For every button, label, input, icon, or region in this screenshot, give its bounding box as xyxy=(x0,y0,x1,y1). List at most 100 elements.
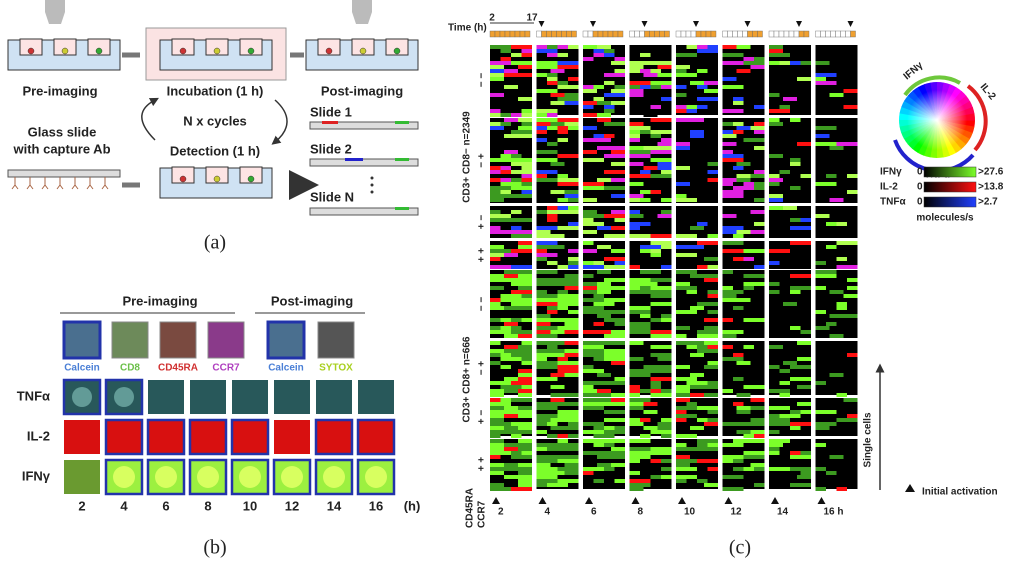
heatmap-cell xyxy=(722,443,744,447)
heatmap-cell xyxy=(736,69,751,73)
heatmap-cell xyxy=(547,447,558,451)
heatmap-cell xyxy=(557,73,568,77)
heatmap-cell xyxy=(815,422,837,426)
heatmap-cell xyxy=(743,422,765,426)
heatmap-cell xyxy=(676,385,690,389)
heatmap-cell xyxy=(836,306,847,310)
heatmap-cell xyxy=(536,261,547,265)
heatmap-cell xyxy=(583,310,604,314)
heatmap-cell xyxy=(690,393,704,397)
heatmap-cell xyxy=(490,278,511,282)
heatmap-cell xyxy=(650,134,661,138)
stain-image xyxy=(111,321,149,359)
heatmap-cell xyxy=(697,97,718,101)
heatmap-cell xyxy=(629,97,640,101)
spot xyxy=(155,466,177,488)
heatmap-cell xyxy=(697,418,708,422)
heatmap-cell xyxy=(629,451,651,455)
heatmap-cell xyxy=(611,77,625,81)
heatmap-cell xyxy=(583,274,594,278)
heatmap-cell xyxy=(521,166,532,170)
heatmap-cell xyxy=(754,81,765,85)
heatmap-cell xyxy=(657,357,672,361)
subgroup-label: − − xyxy=(477,73,488,88)
time-box xyxy=(768,30,775,38)
heatmap-cell xyxy=(843,294,858,298)
time-label: 4 xyxy=(120,498,128,513)
heatmap-cell xyxy=(557,130,568,134)
heatmap-cell xyxy=(511,326,522,330)
heatmap-cell xyxy=(583,249,597,253)
stain-label: Calcein xyxy=(64,363,100,374)
heatmap-cell xyxy=(583,345,604,349)
heatmap-cell xyxy=(518,345,532,349)
heatmap-cell xyxy=(536,126,547,130)
time-label: 8 xyxy=(204,498,211,513)
heatmap-cell xyxy=(511,190,522,194)
heatmap-cell xyxy=(733,357,744,361)
heatmap-cell xyxy=(650,451,672,455)
heatmap-cell xyxy=(536,302,558,306)
heatmap-cell xyxy=(754,467,765,471)
heatmap-cell xyxy=(550,426,565,430)
heatmap-cell xyxy=(583,330,597,334)
heatmap-cell xyxy=(583,406,604,410)
heatmap-cell xyxy=(629,471,640,475)
heatmap-cell xyxy=(676,93,687,97)
heatmap-cell xyxy=(604,109,615,113)
spot xyxy=(197,466,219,488)
heatmap-cell xyxy=(521,49,532,53)
heatmap-cell xyxy=(697,265,708,269)
heatmap-cell xyxy=(826,222,837,226)
heatmap-cell xyxy=(604,467,615,471)
time-range: 2 xyxy=(489,13,495,24)
heatmap-cell xyxy=(707,178,718,182)
heatmap-cell xyxy=(504,69,518,73)
heatmap-cell xyxy=(504,389,518,393)
heatmap-cell xyxy=(518,118,532,122)
heatmap-cell xyxy=(650,353,672,357)
heatmap-cell xyxy=(518,483,532,487)
heatmap-cell xyxy=(547,483,558,487)
heatmap-cell xyxy=(536,234,551,238)
heatmap-cell xyxy=(661,85,672,89)
heatmap-cell xyxy=(643,402,658,406)
heatmap-cell xyxy=(597,314,611,318)
heatmap-cell xyxy=(593,322,604,326)
heatmap-cell xyxy=(597,393,611,397)
heatmap-cell xyxy=(511,487,532,491)
heatmap-cell xyxy=(500,385,511,389)
heatmap-cell xyxy=(593,294,604,298)
heatmap-cell xyxy=(604,310,625,314)
heatmap-cell xyxy=(686,190,697,194)
heatmap-cell xyxy=(707,443,718,447)
heatmap-cell xyxy=(557,65,579,69)
heatmap-cell xyxy=(640,178,651,182)
heatmap-cell xyxy=(722,77,737,81)
heatmap-cell xyxy=(536,89,558,93)
heatmap-cell xyxy=(568,447,579,451)
cell-image xyxy=(316,380,352,414)
heatmap-cell xyxy=(754,434,765,438)
heatmap-cell xyxy=(754,182,765,186)
heatmap-cell xyxy=(511,257,522,261)
heatmap-cell xyxy=(640,389,651,393)
heatmap-cell xyxy=(583,471,594,475)
heatmap-cell xyxy=(643,410,658,414)
heatmap-cell xyxy=(676,69,687,73)
time-box xyxy=(757,30,763,38)
heatmap-cell xyxy=(597,398,611,402)
heatmap-cell xyxy=(614,377,625,381)
heatmap-cell xyxy=(661,138,672,142)
heatmap-cell xyxy=(722,49,744,53)
heatmap-cell xyxy=(611,451,625,455)
subgroup-label: + − xyxy=(477,215,488,230)
heatmap-cell xyxy=(536,322,551,326)
heatmap-cell xyxy=(547,174,558,178)
heatmap-cell xyxy=(650,53,661,57)
heatmap-cell xyxy=(568,53,579,57)
heatmap-cell xyxy=(511,162,532,166)
heatmap-cell xyxy=(676,182,690,186)
heatmap-cell xyxy=(657,146,672,150)
